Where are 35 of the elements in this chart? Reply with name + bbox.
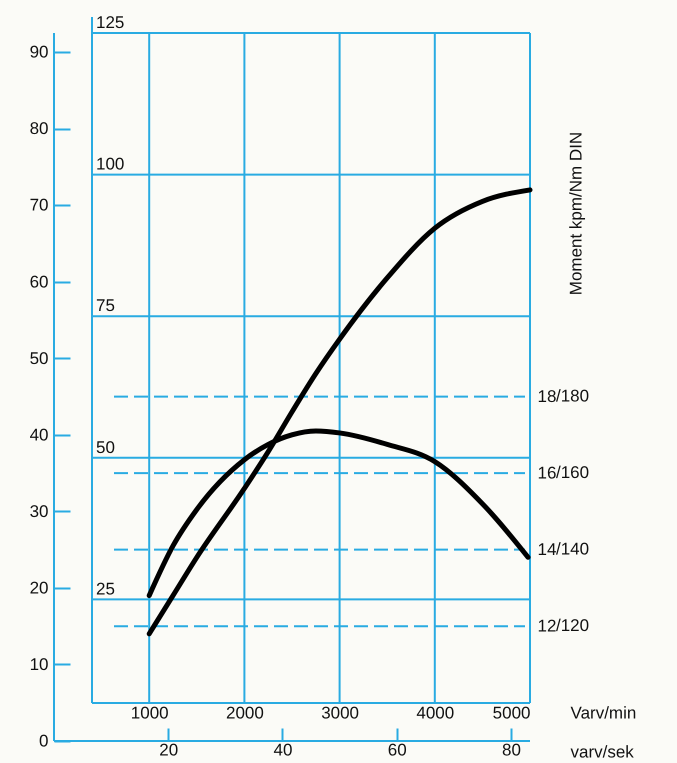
y3-tick-label: 100 xyxy=(96,154,124,174)
y-tick-label: 20 xyxy=(30,578,48,598)
y-tick-label: 80 xyxy=(30,119,48,138)
y-tick-label: 30 xyxy=(30,502,48,521)
x2-axis-title: varv/sek xyxy=(570,742,634,762)
text: /160 xyxy=(556,463,590,482)
y2-tick-label: 18 xyxy=(538,387,556,406)
y-tick-label: 50 xyxy=(30,348,48,368)
text: /140 xyxy=(556,540,590,559)
y2-tick-label: 16 xyxy=(538,464,556,483)
x-tick-label: 1000 xyxy=(130,704,169,722)
y3-tick-label: 75 xyxy=(96,296,115,316)
y3-tick-label: 125 xyxy=(96,13,124,32)
y3-tick-label: 25 xyxy=(96,579,115,598)
text: /180 xyxy=(556,386,590,406)
x2-tick-label: 80 xyxy=(502,740,521,760)
y2-axis-title: Moment kpm/Nm DIN xyxy=(566,132,586,296)
text: /120 xyxy=(556,616,590,636)
y2-tick-label: 14 xyxy=(538,540,556,560)
x-tick-label: 2000 xyxy=(226,704,264,722)
y3-tick-label: 50 xyxy=(96,438,115,457)
y-tick-label: 90 xyxy=(30,42,48,62)
y-tick-label: 0 xyxy=(39,732,48,750)
x-axis-title: Varv/min xyxy=(570,704,636,722)
y2-tick-label: 12 xyxy=(538,616,556,636)
x-tick-label: 3000 xyxy=(321,704,360,722)
x2-tick-label: 60 xyxy=(388,740,407,760)
x-tick-label: 5000 xyxy=(492,704,530,722)
x2-tick-label: 20 xyxy=(159,740,178,760)
y-tick-label: 40 xyxy=(30,425,48,444)
x-tick-label: 4000 xyxy=(416,704,454,722)
y-tick-label: 10 xyxy=(30,654,48,674)
x2-tick-label: 40 xyxy=(274,740,292,760)
y-tick-label: 70 xyxy=(30,196,48,215)
y-tick-label: 60 xyxy=(30,272,48,292)
